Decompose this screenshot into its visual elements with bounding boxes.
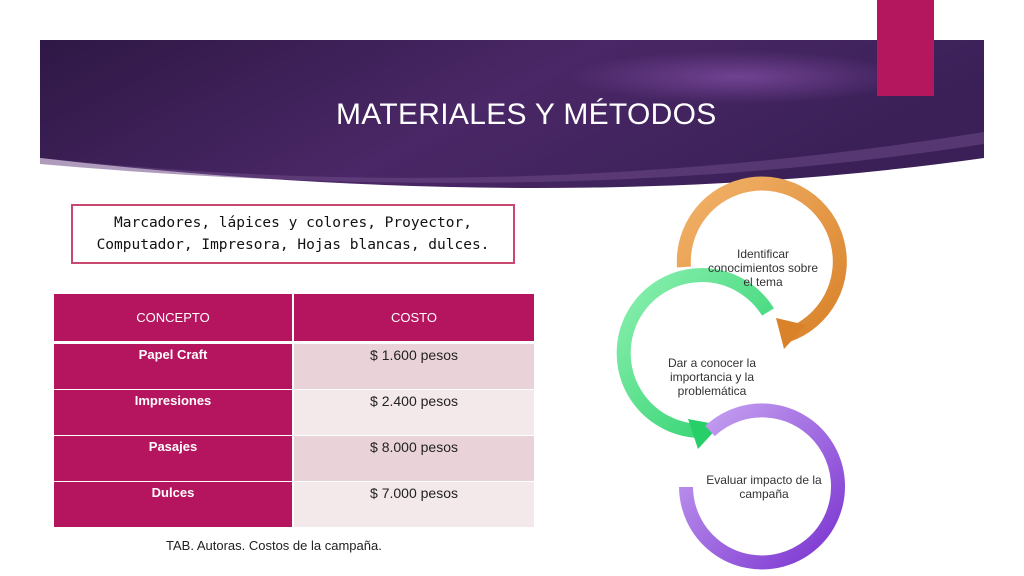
row-cost: $ 1.600 pesos: [293, 342, 534, 390]
row-concept: Pasajes: [54, 435, 294, 482]
table-row: Impresiones $ 2.400 pesos: [54, 389, 534, 436]
row-cost: $ 8.000 pesos: [293, 435, 534, 482]
header-costo: COSTO: [293, 294, 534, 344]
cycle-diagram: [616, 176, 847, 570]
table-row: Pasajes $ 8.000 pesos: [54, 435, 534, 482]
cost-table: CONCEPTO COSTO Papel Craft $ 1.600 pesos…: [54, 294, 534, 528]
cycle-step-dar-a-conocer: Dar a conocer la importancia y la proble…: [667, 356, 757, 398]
cycle-step-evaluar: Evaluar impacto de la campaña: [706, 473, 822, 501]
header-concepto: CONCEPTO: [54, 294, 294, 344]
table-header-row: CONCEPTO COSTO: [54, 294, 534, 344]
row-cost: $ 7.000 pesos: [293, 481, 534, 528]
row-cost: $ 2.400 pesos: [293, 389, 534, 436]
banner-shape: [40, 40, 984, 188]
slide-title: MATERIALES Y MÉTODOS: [336, 98, 717, 131]
materials-text: Marcadores, lápices y colores, Proyector…: [96, 215, 490, 253]
cycle-arrow-purple: [679, 403, 845, 570]
cycle-step-identificar: Identificar conocimientos sobre el tema: [707, 247, 819, 289]
accent-tab: [877, 0, 934, 96]
title-banner: [40, 40, 984, 190]
cycle-arrow-orange: [676, 176, 847, 349]
table-row: Papel Craft $ 1.600 pesos: [54, 342, 534, 390]
table-caption: TAB. Autoras. Costos de la campaña.: [166, 538, 382, 553]
table-row: Dulces $ 7.000 pesos: [54, 481, 534, 528]
row-concept: Impresiones: [54, 389, 294, 436]
row-concept: Dulces: [54, 481, 294, 528]
row-concept: Papel Craft: [54, 342, 294, 390]
materials-box: Marcadores, lápices y colores, Proyector…: [71, 204, 515, 264]
